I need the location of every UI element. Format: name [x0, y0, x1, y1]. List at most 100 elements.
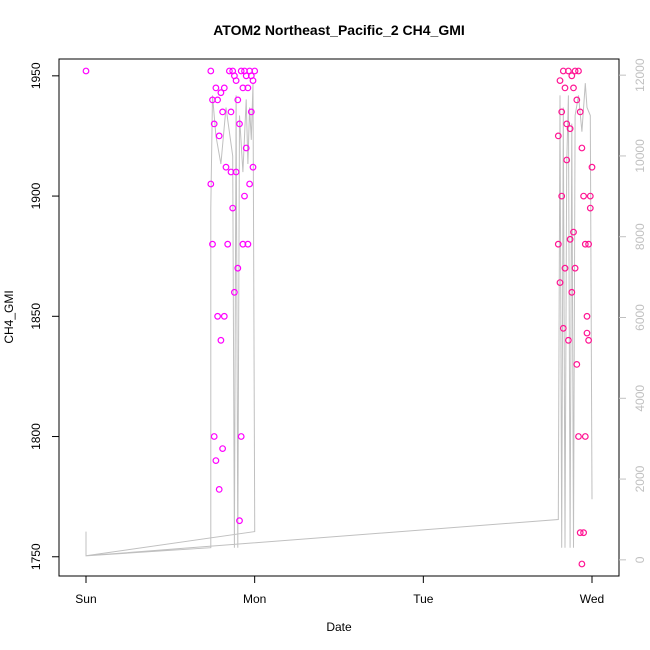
data-point-ch4-late-15: [566, 235, 574, 243]
y2-tick-label-4: 8000: [633, 223, 647, 250]
data-point-ch4-early-21: [225, 67, 233, 75]
data-point-ch4-late-39: [586, 204, 594, 212]
data-point-ch4-late-34: [583, 312, 591, 320]
data-point-ch4-early-50: [251, 67, 259, 75]
x-tick-label-0: Sun: [75, 592, 96, 606]
x-axis-label: Date: [326, 620, 352, 634]
y-tick-label-2: 1850: [29, 303, 43, 330]
data-point-ch4-early-36: [239, 84, 247, 92]
data-point-ch4-late-2: [556, 77, 564, 84]
data-point-ch4-late-12: [565, 67, 572, 75]
data-point-ch4-early-9: [214, 96, 222, 104]
data-point-ch4-late-38: [586, 192, 594, 200]
data-point-ch4-late-5: [558, 192, 566, 200]
data-point-ch4-late-30: [580, 192, 587, 200]
data-point-ch4-early-16: [219, 445, 227, 453]
y2-tick-label-3: 6000: [633, 304, 647, 331]
data-point-ch4-early-34: [237, 67, 245, 75]
data-point-ch4-late-17: [568, 288, 576, 296]
data-point-ch4-late-21: [571, 264, 579, 272]
y2-tick-label-0: 0: [633, 556, 647, 563]
data-point-ch4-late-18: [570, 84, 577, 92]
data-point-ch4-early-19: [222, 163, 230, 171]
data-point-ch4-early-15: [219, 108, 227, 116]
data-point-ch4-early-20: [224, 240, 232, 248]
data-point-ch4-early-32: [236, 120, 243, 128]
data-point-ch4-late-0: [554, 132, 562, 140]
data-point-ch4-late-9: [561, 264, 569, 272]
data-point-ch4-early-7: [212, 84, 220, 92]
data-point-ch4-early-11: [215, 132, 223, 140]
data-point-ch4-early-43: [244, 240, 252, 248]
data-point-ch4-early-33: [236, 517, 243, 525]
data-point-ch4-late-35: [583, 329, 591, 337]
altitude-series-line: [85, 83, 593, 557]
x-tick-label-1: Mon: [243, 592, 266, 606]
data-point-ch4-early-6: [210, 433, 218, 440]
plot-area: Sun Mon Tue Wed 1750 1800 1850 1900 1950 0 2000 400…: [29, 58, 647, 606]
data-point-ch4-early-49: [249, 163, 257, 171]
data-point-ch4-late-27: [576, 529, 584, 537]
data-point-ch4-late-1: [554, 240, 562, 248]
data-point-ch4-late-13: [565, 336, 572, 344]
data-point-ch4-late-31: [580, 529, 587, 537]
chart-title: ATOM2 Northeast_Pacific_2 CH4_GMI: [213, 22, 465, 38]
data-point-ch4-early-28: [232, 77, 240, 84]
data-point-ch4-early-27: [230, 288, 238, 296]
data-point-ch4-late-7: [559, 324, 567, 332]
data-point-ch4-early-29: [232, 168, 240, 176]
data-point-ch4-late-40: [588, 163, 596, 171]
data-point-ch4-late-11: [563, 156, 571, 164]
data-point-ch4-late-36: [585, 240, 592, 248]
data-point-ch4-early-8: [212, 457, 220, 465]
data-point-ch4-early-31: [234, 264, 242, 272]
x-tick-label-2: Tue: [413, 592, 434, 606]
data-point-ch4-late-8: [561, 84, 569, 92]
data-point-ch4-late-22: [573, 96, 581, 104]
y2-tick-label-6: 12000: [633, 58, 647, 92]
data-point-ch4-late-3: [556, 279, 564, 287]
data-point-ch4-early-25: [229, 204, 237, 212]
y2-tick-label-1: 2000: [633, 465, 647, 492]
data-point-ch4-early-22: [227, 108, 235, 116]
data-point-ch4-late-29: [578, 560, 586, 568]
plot-frame: [58, 58, 620, 577]
y2-tick-label-2: 4000: [633, 385, 647, 412]
data-point-ch4-early-30: [234, 96, 242, 104]
data-point-ch4-late-33: [581, 433, 589, 440]
data-point-ch4-early-17: [220, 84, 228, 92]
data-point-ch4-early-41: [242, 144, 250, 152]
data-point-ch4-early-13: [217, 89, 225, 97]
y-tick-label-4: 1950: [29, 62, 43, 89]
x-tick-label-3: Wed: [580, 592, 604, 606]
data-point-ch4-early-18: [220, 312, 228, 320]
data-point-ch4-early-10: [214, 312, 222, 320]
data-point-ch4-early-42: [244, 84, 252, 92]
data-point-ch4-late-10: [563, 120, 571, 128]
data-point-ch4-late-25: [575, 433, 582, 440]
data-point-ch4-early-2: [207, 180, 215, 188]
data-point-ch4-late-28: [578, 144, 586, 152]
y-tick-label-1: 1800: [29, 423, 43, 450]
data-point-ch4-late-32: [581, 240, 589, 248]
data-point-ch4-late-23: [573, 361, 581, 368]
data-point-ch4-early-14: [217, 336, 225, 344]
data-point-ch4-late-24: [575, 67, 582, 75]
data-point-ch4-early-5: [210, 120, 218, 128]
data-point-ch4-early-1: [207, 67, 215, 75]
data-point-ch4-late-4: [558, 108, 566, 116]
data-point-ch4-late-20: [571, 67, 579, 75]
y-axis-label: CH4_GMI: [2, 290, 16, 343]
data-point-ch4-early-45: [246, 180, 254, 188]
data-point-ch4-early-47: [247, 108, 255, 116]
data-point-ch4-early-37: [239, 240, 247, 248]
data-point-ch4-early-39: [241, 192, 248, 200]
y2-tick-label-5: 10000: [633, 139, 647, 173]
data-point-ch4-early-12: [215, 486, 223, 493]
y-tick-label-0: 1750: [29, 543, 43, 570]
data-point-ch4-early-48: [249, 77, 257, 84]
data-point-ch4-late-19: [570, 228, 577, 236]
data-point-ch4-early-0: [82, 67, 90, 75]
